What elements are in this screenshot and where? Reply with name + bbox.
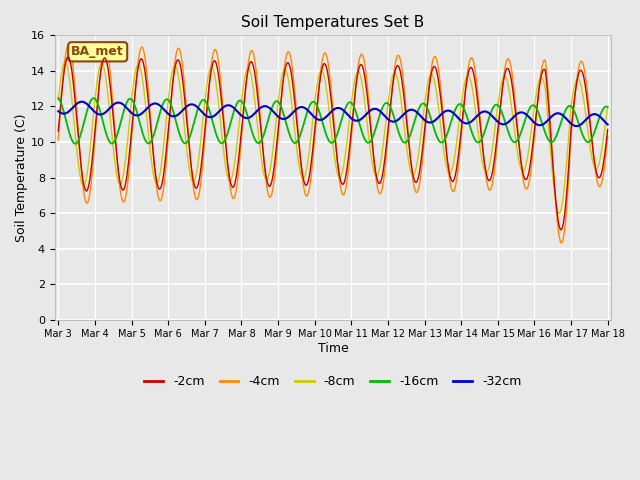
X-axis label: Time: Time: [317, 342, 348, 355]
Text: BA_met: BA_met: [71, 45, 124, 58]
Title: Soil Temperatures Set B: Soil Temperatures Set B: [241, 15, 424, 30]
Legend: -2cm, -4cm, -8cm, -16cm, -32cm: -2cm, -4cm, -8cm, -16cm, -32cm: [140, 370, 527, 393]
Y-axis label: Soil Temperature (C): Soil Temperature (C): [15, 113, 28, 242]
